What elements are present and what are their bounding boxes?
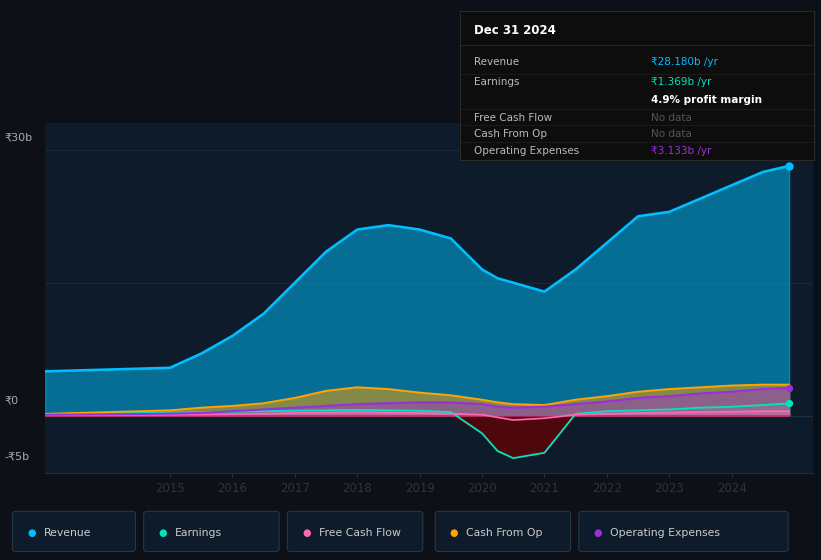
Point — [782, 384, 796, 393]
Text: Revenue: Revenue — [474, 57, 519, 67]
Text: ●: ● — [158, 528, 167, 538]
Text: Free Cash Flow: Free Cash Flow — [474, 113, 552, 123]
Text: ₹3.133b /yr: ₹3.133b /yr — [651, 146, 712, 156]
Text: Dec 31 2024: Dec 31 2024 — [474, 24, 556, 37]
Text: ●: ● — [450, 528, 458, 538]
Text: No data: No data — [651, 129, 692, 139]
Text: ₹1.369b /yr: ₹1.369b /yr — [651, 77, 712, 87]
Text: Operating Expenses: Operating Expenses — [474, 146, 579, 156]
Text: -₹5b: -₹5b — [4, 451, 30, 461]
Text: ●: ● — [302, 528, 310, 538]
Text: Operating Expenses: Operating Expenses — [610, 528, 720, 538]
Point — [782, 161, 796, 170]
Text: No data: No data — [651, 113, 692, 123]
Text: Free Cash Flow: Free Cash Flow — [319, 528, 401, 538]
Text: ₹28.180b /yr: ₹28.180b /yr — [651, 57, 718, 67]
Point — [782, 399, 796, 408]
Text: ●: ● — [27, 528, 35, 538]
Text: Revenue: Revenue — [44, 528, 91, 538]
Text: ●: ● — [594, 528, 602, 538]
Text: Earnings: Earnings — [175, 528, 222, 538]
Text: Earnings: Earnings — [474, 77, 520, 87]
Text: ₹0: ₹0 — [4, 395, 18, 405]
Text: Cash From Op: Cash From Op — [474, 129, 547, 139]
Text: 4.9% profit margin: 4.9% profit margin — [651, 95, 762, 105]
Text: Cash From Op: Cash From Op — [466, 528, 543, 538]
Text: ₹30b: ₹30b — [4, 132, 32, 142]
